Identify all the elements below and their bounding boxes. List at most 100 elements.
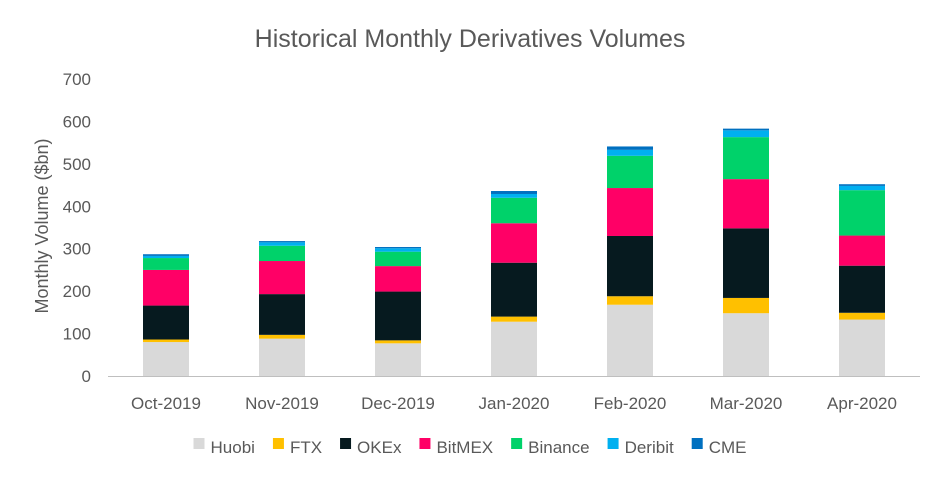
bar-segment (491, 191, 537, 194)
x-tick-label: Apr-2020 (827, 394, 897, 413)
bar-stack (259, 241, 305, 376)
bars (143, 128, 885, 376)
bar-segment (259, 261, 305, 295)
legend-item: BitMEX (419, 438, 493, 457)
legend-label: BitMEX (436, 438, 493, 457)
bar-segment (607, 155, 653, 189)
bar-segment (723, 179, 769, 229)
legend-item: Deribit (607, 438, 674, 457)
legend-swatch (193, 438, 205, 449)
legend-label: Huobi (211, 438, 255, 457)
bar-segment (607, 188, 653, 236)
bar-segment (375, 251, 421, 267)
y-tick-label: 0 (82, 367, 91, 386)
legend: Huobi FTX OKEx BitMEX Binance Deribit CME (193, 438, 747, 457)
bar-segment (723, 297, 769, 314)
bar-segment (375, 343, 421, 376)
bar-segment (375, 340, 421, 344)
bar-stack (723, 128, 769, 376)
bar-segment (143, 339, 189, 343)
x-tick-label: Oct-2019 (131, 394, 201, 413)
legend-item: CME (691, 438, 747, 457)
bar-stack (839, 184, 885, 376)
bar-segment (259, 338, 305, 376)
legend-item: OKEx (340, 438, 402, 457)
bar-segment (491, 316, 537, 322)
bar-stack (375, 247, 421, 376)
bar-segment (143, 342, 189, 376)
bar-segment (607, 149, 653, 156)
bar-segment (143, 258, 189, 270)
legend-swatch (607, 438, 619, 449)
bar-segment (839, 319, 885, 376)
legend-label: CME (709, 438, 747, 457)
bar-segment (607, 146, 653, 150)
bar-segment (839, 184, 885, 186)
legend-item: Huobi (193, 438, 255, 457)
y-tick-label: 500 (63, 155, 91, 174)
x-tick-label: Mar-2020 (710, 394, 783, 413)
chart-title: Historical Monthly Derivatives Volumes (255, 25, 686, 53)
bar-segment (723, 130, 769, 138)
bar-segment (143, 269, 189, 306)
legend-swatch (691, 438, 703, 449)
legend-swatch (511, 438, 523, 449)
bar-segment (375, 291, 421, 341)
x-axis-ticks: Oct-2019 Nov-2019 Dec-2019 Jan-2020 Feb-2020… (131, 394, 897, 413)
bar-segment (723, 228, 769, 298)
legend-swatch (419, 438, 431, 449)
bar-segment (491, 193, 537, 198)
bar-segment (723, 137, 769, 180)
bar-stack (607, 146, 653, 376)
bar-segment (143, 305, 189, 340)
bar-segment (839, 312, 885, 320)
bar-segment (607, 235, 653, 297)
bar-segment (375, 247, 421, 249)
bar-segment (723, 128, 769, 131)
bar-segment (375, 266, 421, 292)
y-tick-label: 200 (63, 282, 91, 301)
y-tick-label: 300 (63, 240, 91, 259)
bar-segment (491, 321, 537, 376)
bar-segment (491, 223, 537, 263)
legend-label: FTX (290, 438, 322, 457)
y-tick-label: 100 (63, 325, 91, 344)
bar-segment (259, 245, 305, 262)
y-axis-ticks: 0 100 200 300 400 500 600 700 (63, 70, 91, 386)
y-tick-label: 400 (63, 197, 91, 216)
bar-segment (839, 185, 885, 191)
bar-segment (839, 235, 885, 266)
bar-segment (491, 197, 537, 224)
bar-segment (839, 265, 885, 313)
legend-item: Binance (511, 438, 590, 457)
bar-segment (143, 255, 189, 259)
bar-segment (839, 190, 885, 236)
legend-label: OKEx (357, 438, 402, 457)
legend-swatch (340, 438, 352, 449)
legend-label: Binance (528, 438, 589, 457)
bar-segment (607, 304, 653, 376)
bar-segment (491, 262, 537, 317)
x-tick-label: Feb-2020 (594, 394, 667, 413)
legend-swatch (272, 438, 284, 449)
bar-segment (375, 248, 421, 252)
bar-segment (607, 296, 653, 305)
bar-segment (259, 334, 305, 339)
bar-stack (143, 254, 189, 376)
bar-segment (259, 242, 305, 246)
legend-item: FTX (272, 438, 322, 457)
x-tick-label: Jan-2020 (479, 394, 550, 413)
bar-stack (491, 191, 537, 376)
y-tick-label: 700 (63, 70, 91, 89)
x-tick-label: Nov-2019 (245, 394, 319, 413)
y-tick-label: 600 (63, 112, 91, 131)
legend-label: Deribit (625, 438, 674, 457)
bar-segment (143, 254, 189, 256)
bar-segment (259, 241, 305, 243)
bar-segment (259, 294, 305, 335)
bar-segment (723, 313, 769, 376)
y-axis-label: Monthly Volume ($bn) (32, 138, 52, 313)
x-tick-label: Dec-2019 (361, 394, 435, 413)
